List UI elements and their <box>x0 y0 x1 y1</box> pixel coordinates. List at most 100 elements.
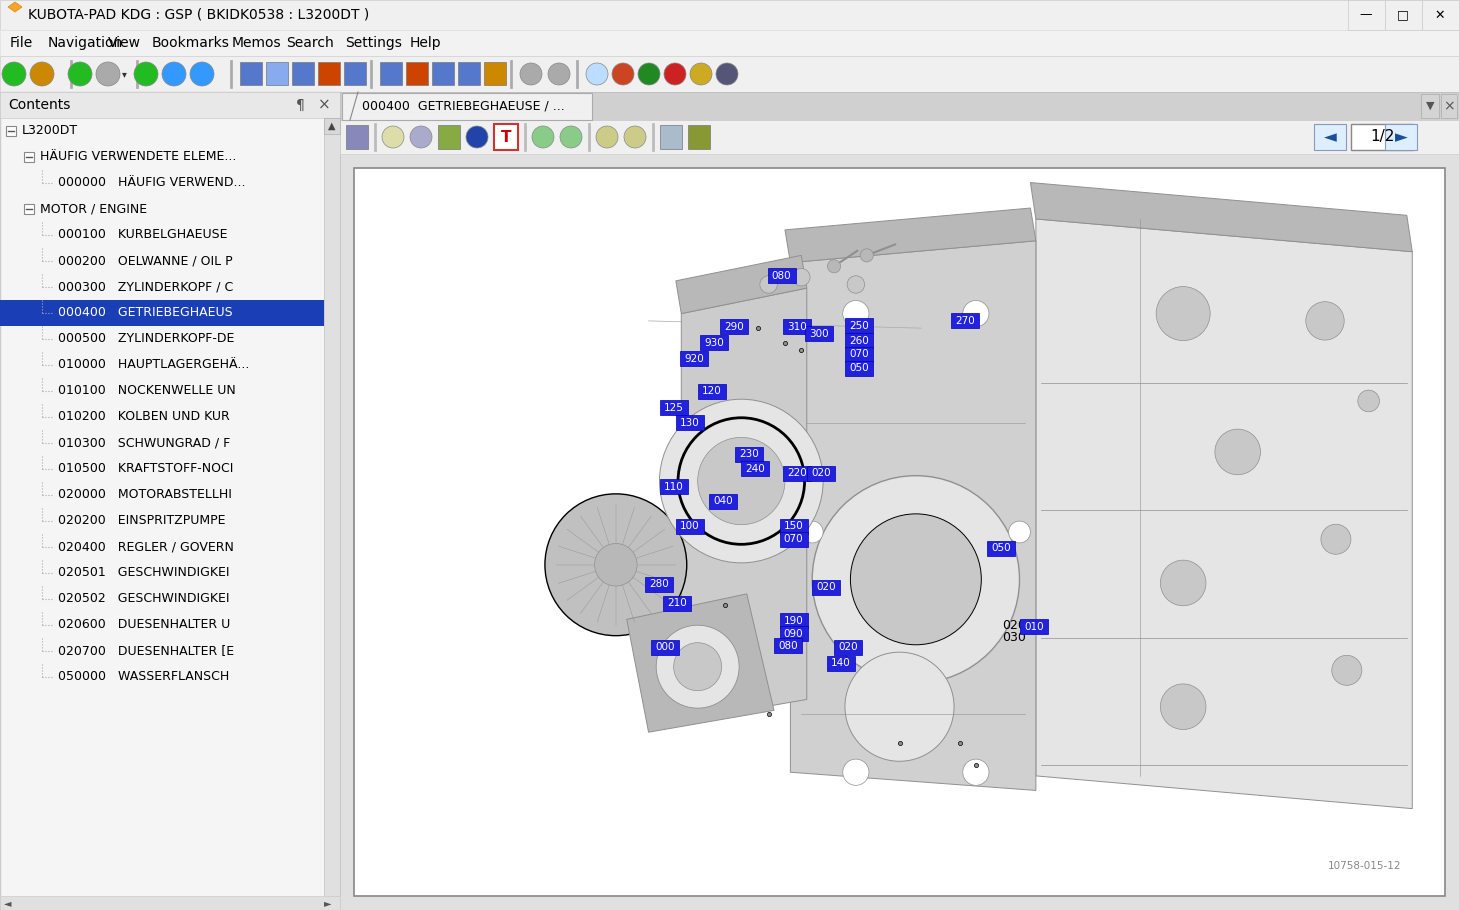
Bar <box>1385 124 1417 150</box>
Text: 270: 270 <box>956 316 975 326</box>
Bar <box>651 640 678 654</box>
Bar <box>511 60 512 88</box>
Text: 230: 230 <box>740 450 759 460</box>
Circle shape <box>1215 430 1261 475</box>
Circle shape <box>1160 561 1207 606</box>
Bar <box>951 313 979 329</box>
Bar <box>406 62 427 85</box>
Bar <box>524 123 527 151</box>
Bar <box>495 124 518 150</box>
Bar <box>779 626 808 642</box>
Text: ►: ► <box>1395 128 1408 146</box>
Text: 010200   KOLBEN UND KUR: 010200 KOLBEN UND KUR <box>58 410 229 423</box>
Circle shape <box>595 126 619 148</box>
Text: 080: 080 <box>772 271 791 281</box>
Circle shape <box>851 514 982 645</box>
Bar <box>986 541 1015 555</box>
Text: View: View <box>108 36 142 50</box>
Bar <box>805 327 833 341</box>
Bar <box>266 62 287 85</box>
Bar <box>340 92 1459 120</box>
Text: 070: 070 <box>783 534 804 544</box>
Text: 210: 210 <box>667 599 687 609</box>
Circle shape <box>843 759 870 785</box>
Bar <box>438 125 460 149</box>
Text: 040: 040 <box>713 497 732 507</box>
Text: 000100   KURBELGHAEUSE: 000100 KURBELGHAEUSE <box>58 228 228 241</box>
Circle shape <box>1358 390 1379 411</box>
Bar <box>324 118 340 134</box>
Circle shape <box>690 63 712 85</box>
Circle shape <box>69 62 92 86</box>
Text: ×: × <box>1443 99 1455 113</box>
Text: 010100   NOCKENWELLE UN: 010100 NOCKENWELLE UN <box>58 385 236 398</box>
Text: Contents: Contents <box>7 98 70 112</box>
Bar <box>0 56 1459 92</box>
Circle shape <box>1160 684 1207 730</box>
Circle shape <box>801 521 823 543</box>
Polygon shape <box>681 288 807 722</box>
Bar <box>1020 619 1048 634</box>
Bar <box>783 466 811 480</box>
Bar <box>827 655 855 671</box>
Bar <box>346 125 368 149</box>
Circle shape <box>611 63 635 85</box>
Bar <box>484 62 506 85</box>
Bar <box>835 640 862 654</box>
Circle shape <box>465 126 487 148</box>
Circle shape <box>716 63 738 85</box>
Bar <box>779 613 808 628</box>
Bar <box>735 447 763 461</box>
Text: 020000   MOTORABSTELLHI: 020000 MOTORABSTELLHI <box>58 489 232 501</box>
Circle shape <box>760 276 778 293</box>
Bar <box>355 168 1444 896</box>
Text: 000500   ZYLINDERKOPF-DE: 000500 ZYLINDERKOPF-DE <box>58 332 235 346</box>
Circle shape <box>162 62 185 86</box>
Circle shape <box>792 268 810 286</box>
Text: 1/2: 1/2 <box>1370 129 1395 145</box>
Text: 010000   HAUPTLAGERGEHÄ...: 010000 HAUPTLAGERGEHÄ... <box>58 359 249 371</box>
Text: 125: 125 <box>664 402 684 412</box>
Bar <box>239 62 263 85</box>
Circle shape <box>96 62 120 86</box>
Circle shape <box>533 126 554 148</box>
Text: L3200DT: L3200DT <box>22 125 79 137</box>
Polygon shape <box>791 241 1036 791</box>
Text: ▲: ▲ <box>328 121 336 131</box>
Bar <box>6 126 16 136</box>
Bar <box>807 466 835 480</box>
Bar <box>659 480 687 494</box>
Bar <box>341 93 592 120</box>
Text: Navigation: Navigation <box>48 36 123 50</box>
Text: ¶: ¶ <box>296 98 305 112</box>
Text: ◄: ◄ <box>4 898 12 908</box>
Bar <box>0 92 340 118</box>
Text: 250: 250 <box>849 321 870 331</box>
Text: □: □ <box>1398 8 1409 22</box>
Bar <box>783 319 811 334</box>
Circle shape <box>595 543 638 586</box>
Text: 920: 920 <box>684 354 705 364</box>
Text: 050: 050 <box>991 543 1011 553</box>
Polygon shape <box>627 594 775 733</box>
Polygon shape <box>7 2 22 12</box>
Circle shape <box>1320 524 1351 554</box>
Circle shape <box>1306 302 1344 340</box>
Bar <box>779 519 808 533</box>
Text: 240: 240 <box>746 464 766 474</box>
Circle shape <box>519 63 541 85</box>
Bar <box>1423 0 1459 30</box>
Text: 000000   HÄUFIG VERWEND...: 000000 HÄUFIG VERWEND... <box>58 177 245 189</box>
Polygon shape <box>676 256 807 314</box>
Circle shape <box>674 642 722 691</box>
Text: 010: 010 <box>1024 622 1043 632</box>
Bar <box>779 531 808 547</box>
Bar <box>1421 94 1439 118</box>
Bar <box>70 60 71 88</box>
Bar <box>458 62 480 85</box>
Bar <box>1351 124 1412 150</box>
Bar <box>432 62 454 85</box>
Bar <box>700 335 728 350</box>
Bar <box>0 92 340 910</box>
Bar <box>719 319 747 334</box>
